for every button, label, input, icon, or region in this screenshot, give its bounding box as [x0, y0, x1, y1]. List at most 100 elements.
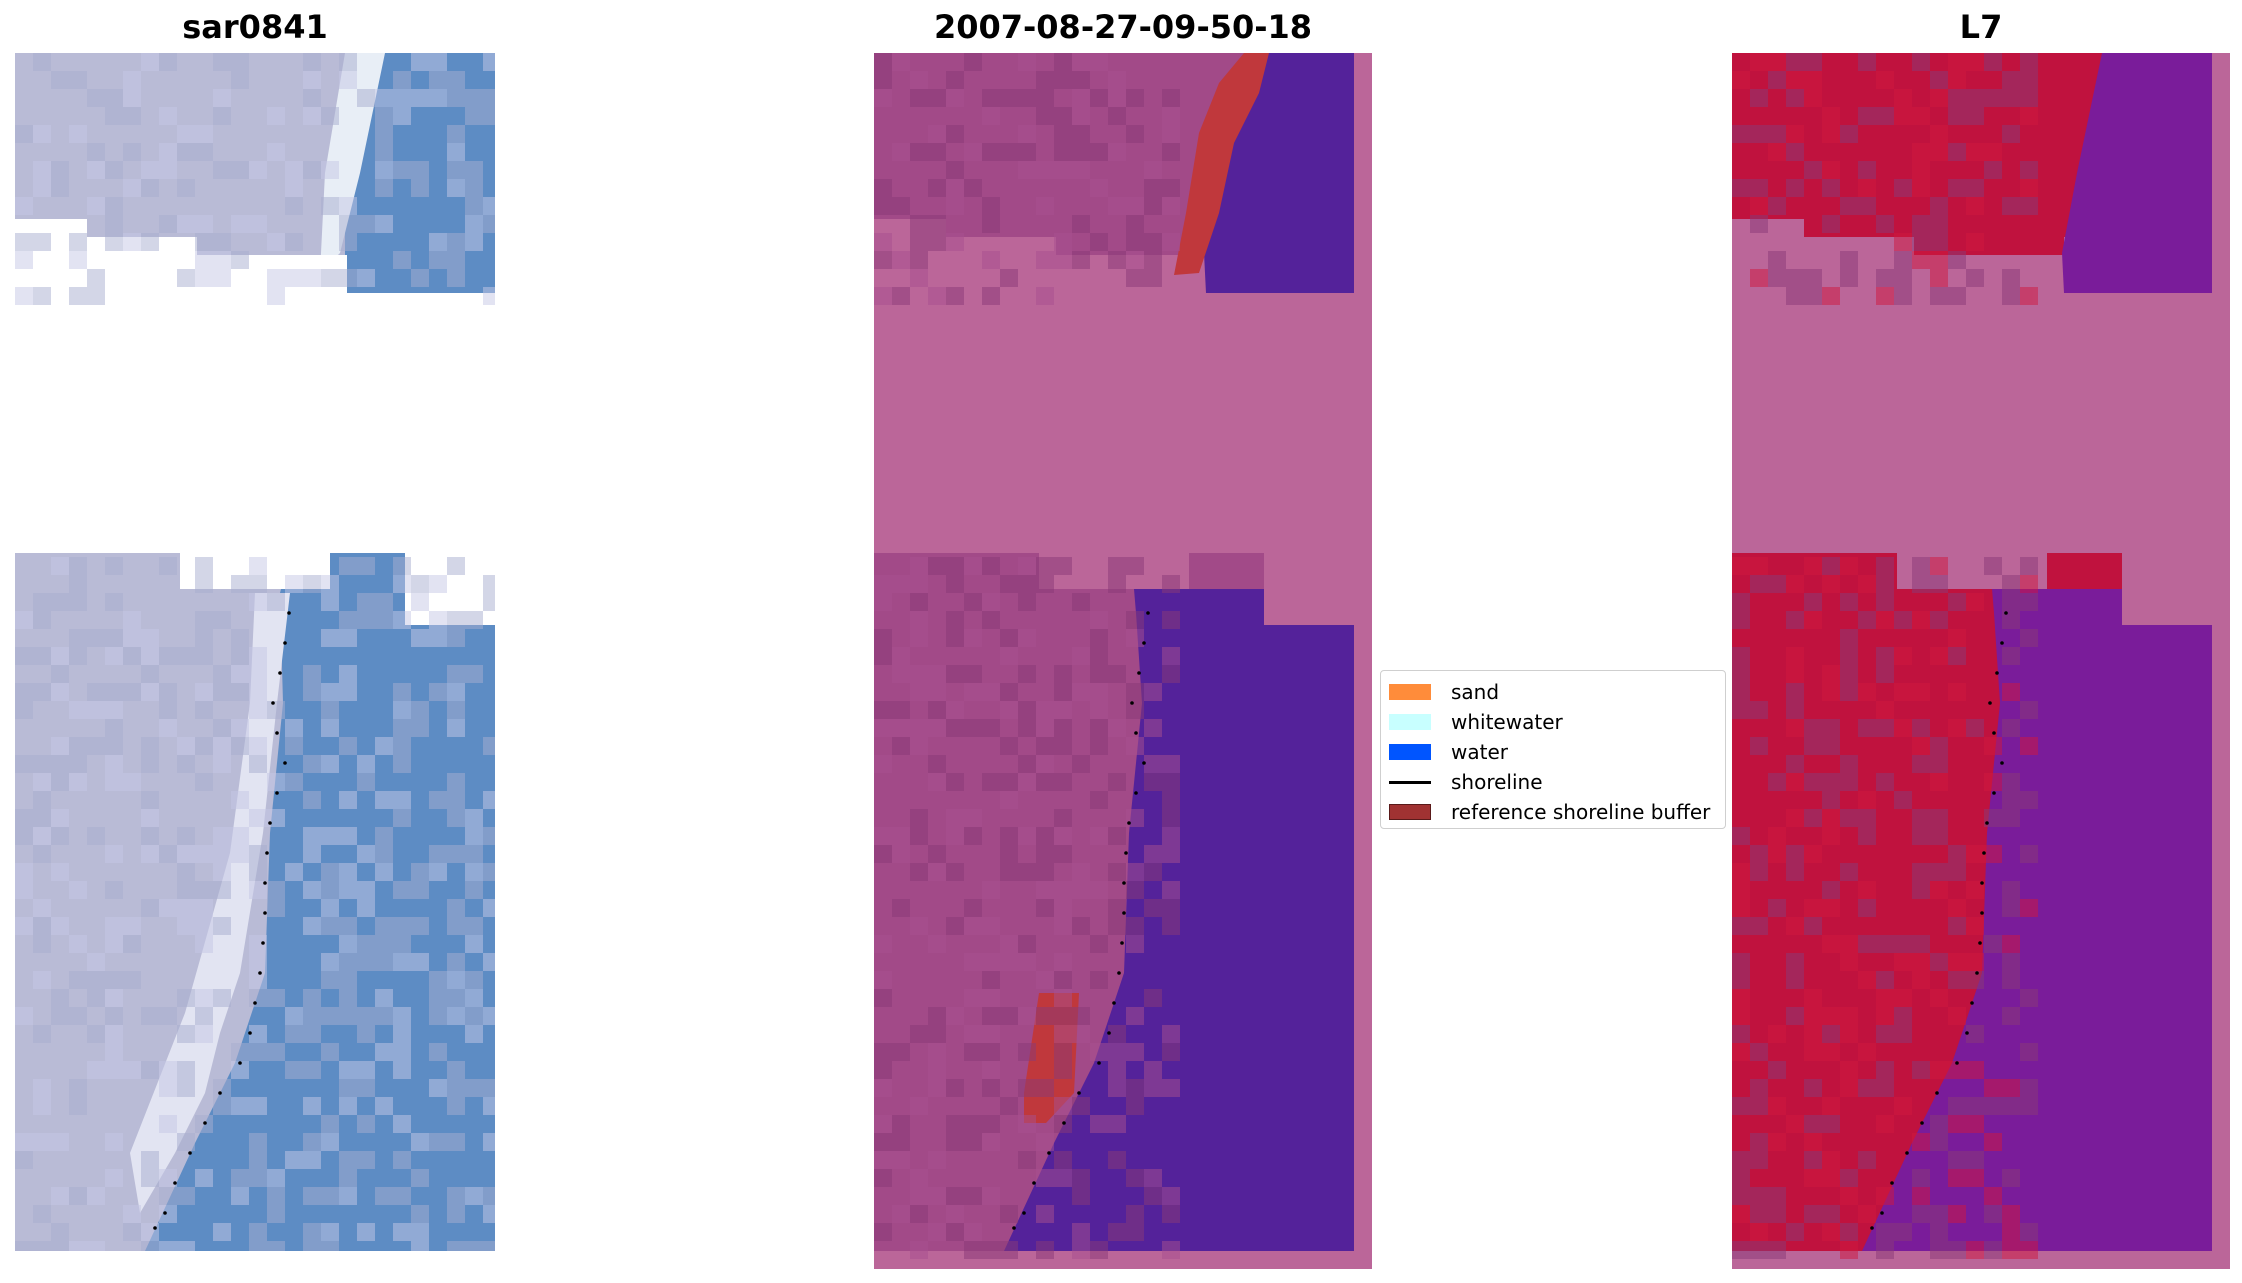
shoreline-point — [1077, 1091, 1081, 1095]
legend-item-water: water — [1389, 737, 1717, 767]
shoreline-point — [1120, 941, 1124, 945]
shoreline-point — [1978, 941, 1982, 945]
rgb-image — [15, 53, 495, 1251]
shoreline-point — [238, 1061, 242, 1065]
shoreline-point — [203, 1121, 207, 1125]
shoreline-point — [1935, 1091, 1939, 1095]
land-region — [1914, 237, 2064, 255]
shoreline-point — [1970, 1001, 1974, 1005]
legend-item-sand: sand — [1389, 677, 1717, 707]
shoreline-point — [188, 1151, 192, 1155]
shoreline-point — [1134, 791, 1138, 795]
shoreline-point — [1965, 1031, 1969, 1035]
shoreline-point — [1890, 1181, 1894, 1185]
shoreline-point — [1112, 1001, 1116, 1005]
shoreline-point — [1992, 791, 1996, 795]
legend-label-reference-buffer: reference shoreline buffer — [1451, 800, 1711, 824]
shoreline-point — [1122, 911, 1126, 915]
legend-label-sand: sand — [1451, 680, 1500, 704]
shoreline-point — [1062, 1121, 1066, 1125]
shoreline-point — [248, 1031, 252, 1035]
shoreline-point — [1130, 701, 1134, 705]
legend-label-whitewater: whitewater — [1451, 710, 1563, 734]
legend-swatch-water — [1389, 744, 1431, 760]
legend-item-shoreline: shoreline — [1389, 767, 1717, 797]
legend-label-shoreline: shoreline — [1451, 770, 1543, 794]
shoreline-point — [163, 1211, 167, 1215]
shoreline-point — [1920, 1121, 1924, 1125]
shoreline-point — [1032, 1181, 1036, 1185]
nodata-mask — [1354, 53, 1372, 1269]
index-image — [1732, 53, 2230, 1269]
shoreline-point — [1012, 1226, 1016, 1230]
classified-image — [874, 53, 1372, 1269]
shoreline-point — [271, 701, 275, 705]
legend: sand whitewater water shoreline referenc… — [1380, 670, 1726, 829]
shoreline-point — [2000, 641, 2004, 645]
shoreline-point — [218, 1091, 222, 1095]
panel-title-index: L7 — [1959, 8, 2003, 46]
shoreline-point — [1995, 671, 1999, 675]
pixel-texture — [1732, 53, 2038, 1259]
shoreline-point — [265, 851, 269, 855]
shoreline-point — [1146, 611, 1150, 615]
shoreline-point — [1047, 1151, 1051, 1155]
shoreline-point — [1992, 731, 1996, 735]
reference-buffer — [1174, 53, 1269, 275]
shoreline-point — [253, 1001, 257, 1005]
panel-title-classified: 2007-08-27-09-50-18 — [933, 8, 1313, 46]
shoreline-point — [1975, 971, 1979, 975]
water-region — [2062, 53, 2212, 293]
pixel-texture — [874, 53, 1180, 1259]
legend-swatch-reference-buffer — [1389, 804, 1431, 820]
shoreline-point — [1097, 1061, 1101, 1065]
shoreline-point — [1985, 821, 1989, 825]
legend-item-reference-buffer: reference shoreline buffer — [1389, 797, 1717, 827]
shoreline-point — [1124, 851, 1128, 855]
shoreline-point — [275, 791, 279, 795]
shoreline-dots — [1012, 611, 1150, 1230]
shoreline-point — [1880, 1211, 1884, 1215]
shoreline-point — [173, 1181, 177, 1185]
shoreline-point — [263, 911, 267, 915]
shoreline-point — [1982, 851, 1986, 855]
pixel-texture — [15, 53, 495, 1251]
shoreline-point — [278, 671, 282, 675]
shoreline-point — [1117, 971, 1121, 975]
nodata-mask — [874, 1251, 1372, 1269]
legend-swatch-whitewater — [1389, 714, 1431, 730]
shoreline-point — [1980, 911, 1984, 915]
shoreline-point — [283, 761, 287, 765]
shoreline-point — [1107, 1031, 1111, 1035]
legend-label-water: water — [1451, 740, 1508, 764]
nodata-mask — [2212, 53, 2230, 1269]
shoreline-point — [1134, 731, 1138, 735]
water-region — [1862, 589, 2212, 1251]
shoreline-point — [275, 731, 279, 735]
shoreline-point — [1980, 881, 1984, 885]
shoreline-point — [1122, 881, 1126, 885]
shoreline-point — [1955, 1061, 1959, 1065]
land-region — [946, 219, 1256, 237]
shoreline-point — [1137, 671, 1141, 675]
shoreline-dots — [1870, 611, 2008, 1230]
shoreline-point — [153, 1226, 157, 1230]
shoreline-point — [261, 941, 265, 945]
legend-swatch-sand — [1389, 684, 1431, 700]
shoreline-point — [1142, 761, 1146, 765]
legend-item-whitewater: whitewater — [1389, 707, 1717, 737]
shoreline-point — [1988, 701, 1992, 705]
shoreline-point — [1022, 1211, 1026, 1215]
shoreline-point — [1870, 1226, 1874, 1230]
shoreline-point — [283, 641, 287, 645]
shoreline-point — [2004, 611, 2008, 615]
shoreline-point — [2000, 761, 2004, 765]
legend-swatch-shoreline — [1389, 780, 1431, 784]
shoreline-point — [1142, 641, 1146, 645]
shoreline-point — [1905, 1151, 1909, 1155]
shoreline-dots — [153, 611, 291, 1230]
panel-title-rgb: sar0841 — [182, 8, 328, 46]
shoreline-point — [1127, 821, 1131, 825]
shoreline-point — [268, 821, 272, 825]
shoreline-point — [287, 611, 291, 615]
